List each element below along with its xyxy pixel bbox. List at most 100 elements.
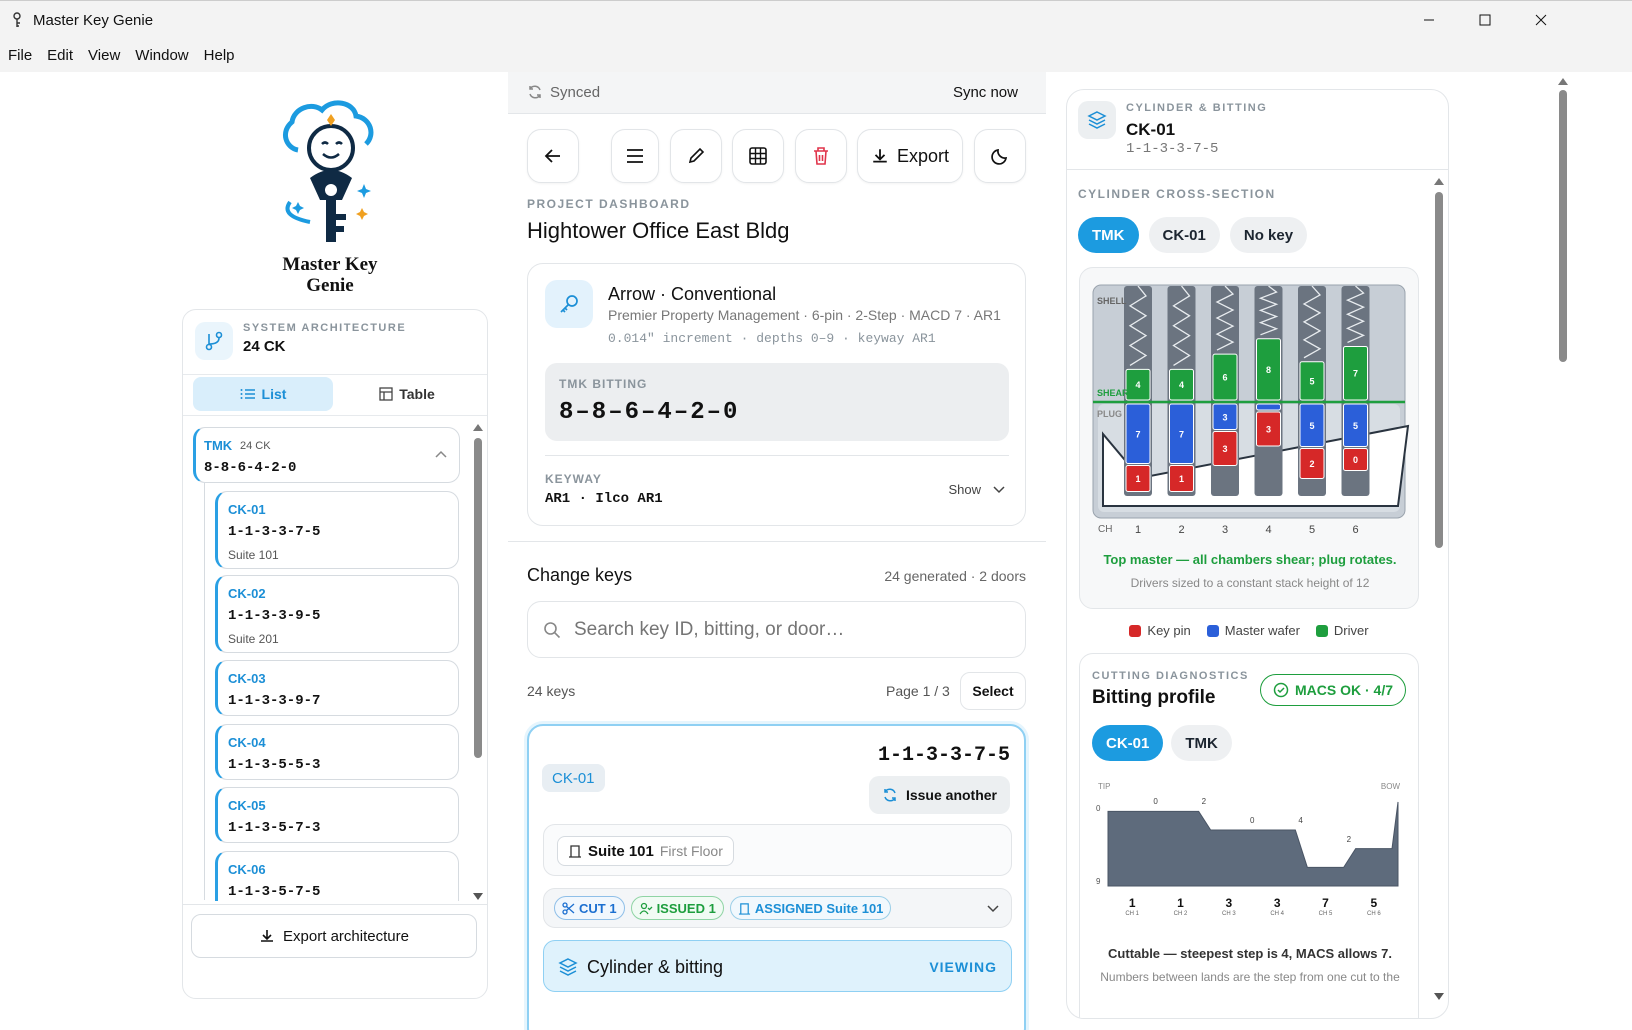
selected-key-card[interactable]: CK-01 1-1-3-3-7-5 Issue another Suite 10…	[527, 724, 1026, 1030]
grid-icon	[749, 147, 767, 165]
maximize-button[interactable]	[1462, 7, 1508, 33]
branch-icon	[205, 331, 223, 351]
cross-section-label: CYLINDER CROSS-SECTION	[1078, 187, 1276, 201]
theme-toggle-button[interactable]	[974, 129, 1026, 183]
menu-view[interactable]: View	[88, 46, 121, 64]
bitting-profile-title: Bitting profile	[1092, 687, 1216, 708]
cylinder-bitting-row[interactable]: Cylinder & bitting VIEWING	[543, 940, 1012, 992]
keyway-value: AR1 · Ilco AR1	[545, 491, 663, 507]
tmk-tree-bitting: 8-8-6-4-2-0	[204, 460, 297, 476]
cut-value: 3	[1225, 896, 1233, 910]
ck-id: CK-01	[228, 502, 266, 517]
export-button[interactable]: Export	[857, 129, 963, 183]
chevron-up-icon[interactable]	[435, 450, 447, 458]
app-content: Master Key Genie SYSTEM ARCHITECTURE 24 …	[0, 72, 1632, 1030]
scroll-up-icon[interactable]	[472, 422, 484, 432]
ck-door: Suite 101	[228, 548, 279, 562]
project-title: Hightower Office East Bldg	[527, 218, 790, 243]
driver-pin-value: 4	[1135, 380, 1140, 390]
door-name: Suite 101	[588, 842, 654, 860]
ck-item-02[interactable]: CK-02 1-1-3-3-9-5 Suite 201	[215, 575, 459, 653]
key-pin-value: 1	[1179, 474, 1184, 484]
chamber-spring	[1215, 285, 1235, 351]
title-bar: Master Key Genie	[0, 0, 1632, 38]
cylinder-panel: CYLINDER & BITTING CK-01 1-1-3-3-7-5 CYL…	[1066, 89, 1449, 1019]
tmk-count: 24 CK	[240, 440, 271, 452]
right-scroll-thumb[interactable]	[1435, 192, 1443, 548]
keyway-show-button[interactable]: Show	[948, 482, 1005, 497]
brand: Master Key Genie	[240, 90, 420, 300]
status-tags-row[interactable]: CUT 1 ISSUED 1 ASSIGNED Suite 101	[543, 888, 1012, 928]
door-row: Suite 101 First Floor	[543, 824, 1012, 876]
chevron-down-icon[interactable]	[987, 905, 999, 913]
view-table-button[interactable]: Table	[337, 377, 477, 411]
export-architecture-button[interactable]: Export architecture	[191, 914, 477, 958]
profile-tab-tmk[interactable]: TMK	[1171, 725, 1232, 761]
right-scrollbar[interactable]	[1433, 176, 1445, 1002]
edit-button[interactable]	[670, 129, 722, 183]
ck-item-03[interactable]: CK-03 1-1-3-3-9-7	[215, 660, 459, 716]
issue-another-button[interactable]: Issue another	[868, 776, 1010, 814]
search-input[interactable]	[574, 616, 1014, 644]
profile-tabs: CK-01 TMK	[1092, 725, 1232, 761]
layers-icon	[1087, 111, 1107, 129]
door-chip[interactable]: Suite 101 First Floor	[557, 836, 734, 866]
app-icon	[13, 12, 21, 27]
export-architecture-label: Export architecture	[283, 927, 409, 945]
ck-bitting: 1-1-3-5-5-3	[228, 757, 321, 773]
grid-button[interactable]	[732, 129, 784, 183]
chamber-number: 3	[1221, 524, 1229, 536]
delete-button[interactable]	[795, 129, 847, 183]
scroll-down-icon[interactable]	[1433, 992, 1445, 1002]
key-id: CK-01	[552, 769, 595, 787]
ck-item-06[interactable]: CK-06 1-1-3-5-7-5	[215, 851, 459, 901]
window-scroll-thumb[interactable]	[1559, 90, 1567, 362]
ck-item-04[interactable]: CK-04 1-1-3-5-5-3	[215, 724, 459, 780]
menu-bar: File Edit View Window Help	[0, 38, 1632, 72]
tmk-node[interactable]: TMK 24 CK 8-8-6-4-2-0	[193, 427, 460, 483]
minimize-button[interactable]	[1406, 7, 1452, 33]
ck-item-01[interactable]: CK-01 1-1-3-3-7-5 Suite 101	[215, 491, 459, 569]
key-pin	[1343, 448, 1368, 471]
refresh-icon	[884, 788, 896, 802]
sidebar-scroll-thumb[interactable]	[474, 438, 482, 758]
cross-tab-ck01[interactable]: CK-01	[1148, 217, 1220, 253]
menu-button[interactable]	[611, 129, 659, 183]
cross-tab-tmk[interactable]: TMK	[1078, 217, 1139, 253]
ck-bitting: 1-1-3-5-7-5	[228, 884, 321, 900]
export-label: Export	[896, 145, 950, 166]
menu-help[interactable]: Help	[203, 46, 235, 64]
menu-window[interactable]: Window	[135, 46, 189, 64]
ck-item-05[interactable]: CK-05 1-1-3-5-7-3	[215, 787, 459, 843]
close-button[interactable]	[1518, 7, 1564, 33]
menu-file[interactable]: File	[8, 46, 33, 64]
download-icon	[261, 930, 274, 942]
key-pin	[1212, 431, 1238, 466]
window-scrollbar[interactable]	[1556, 72, 1570, 372]
plug-label: PLUG	[1097, 409, 1123, 419]
ck-id: CK-02	[228, 586, 266, 601]
sync-now-button[interactable]: Sync now	[952, 84, 1018, 101]
sidebar-scrollbar[interactable]	[472, 422, 484, 902]
pencil-icon	[688, 147, 705, 164]
key-icon-box	[545, 280, 593, 328]
key-pin	[1125, 465, 1151, 492]
search-box[interactable]	[527, 601, 1026, 658]
scroll-down-icon[interactable]	[472, 892, 484, 902]
profile-tab-ck01[interactable]: CK-01	[1092, 725, 1164, 761]
legend-master-wafer: Master wafer	[1206, 623, 1300, 638]
chamber-spring	[1128, 285, 1148, 366]
select-label: Select	[972, 683, 1014, 699]
cross-tab-no-key[interactable]: No key	[1229, 217, 1308, 253]
change-keys-title: Change keys	[527, 565, 633, 585]
view-list-button[interactable]: List	[193, 377, 333, 411]
cuttable-text: Cuttable — steepest step is 4, MACS allo…	[1108, 946, 1392, 961]
menu-edit[interactable]: Edit	[47, 46, 74, 64]
back-button[interactable]	[527, 129, 579, 183]
window-title: Master Key Genie	[33, 12, 154, 29]
chamber-number: 5	[1308, 524, 1316, 536]
select-button[interactable]: Select	[960, 672, 1026, 710]
scroll-up-icon[interactable]	[1433, 176, 1445, 186]
scroll-up-icon[interactable]	[1557, 76, 1569, 86]
chamber-spring	[1345, 285, 1366, 344]
